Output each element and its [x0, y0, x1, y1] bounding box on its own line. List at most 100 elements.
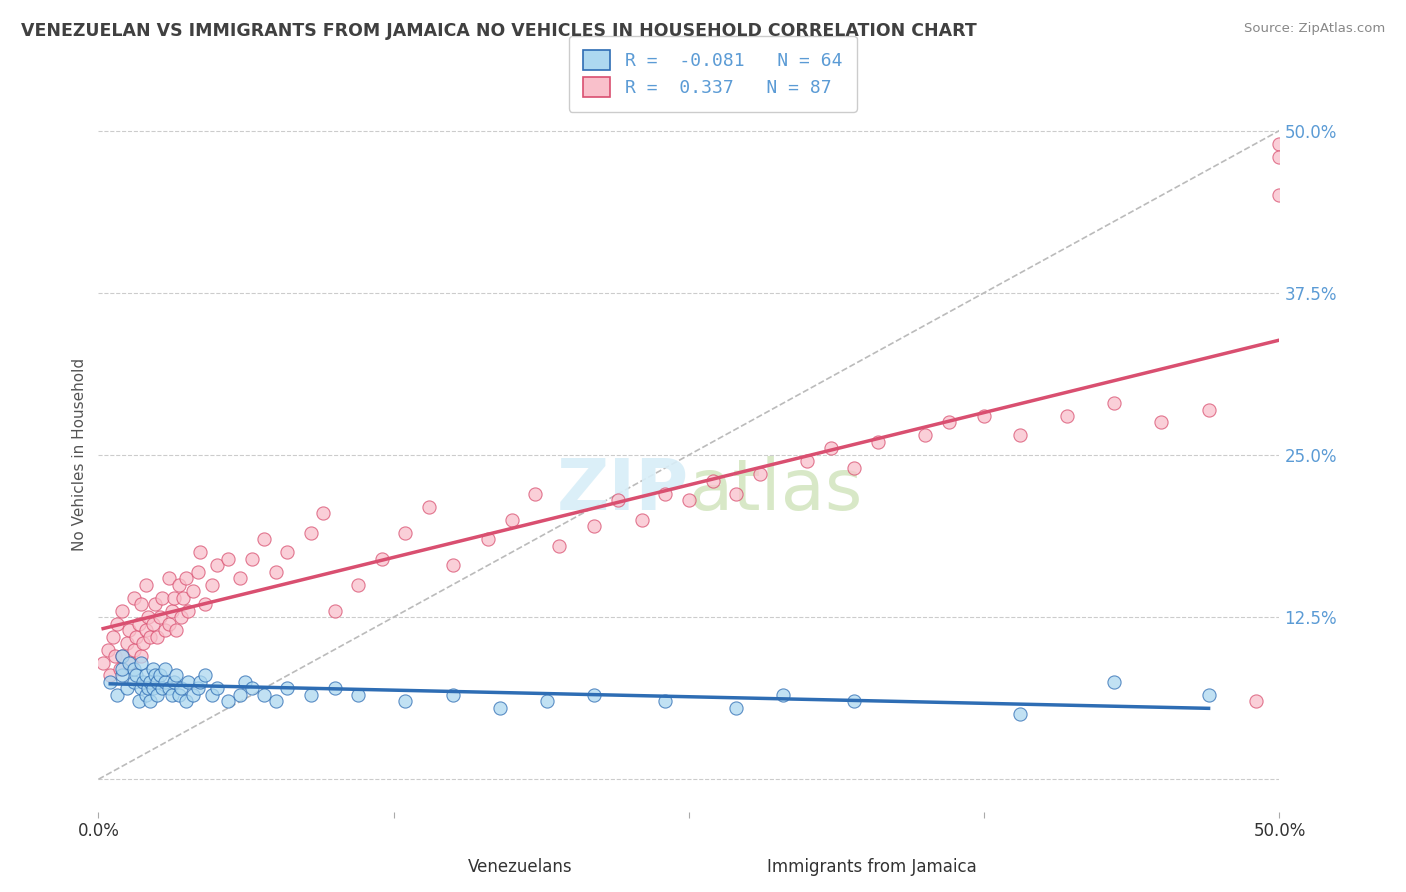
Point: [132, 675, 155, 690]
Point: [1268, 188, 1291, 202]
Legend: R =  -0.081   N = 64, R =  0.337   N = 87: R = -0.081 N = 64, R = 0.337 N = 87: [568, 36, 856, 112]
Point: [129, 597, 152, 611]
Point: [418, 500, 440, 514]
Point: [91, 656, 114, 670]
Point: [157, 616, 180, 631]
Point: [187, 681, 209, 696]
Point: [299, 688, 322, 702]
Point: [264, 694, 287, 708]
Point: [1102, 675, 1125, 690]
Point: [347, 577, 370, 591]
Point: [938, 416, 960, 430]
Point: [136, 681, 159, 696]
Point: [394, 694, 416, 708]
Point: [105, 616, 128, 631]
Point: [165, 623, 187, 637]
Point: [312, 506, 335, 520]
Point: [139, 694, 162, 708]
Point: [157, 681, 180, 696]
Point: [607, 493, 630, 508]
Point: [111, 668, 134, 682]
Point: [725, 701, 748, 715]
Point: [973, 409, 995, 423]
Point: [136, 610, 159, 624]
Point: [143, 668, 166, 682]
Point: [844, 694, 866, 708]
Point: [524, 487, 547, 501]
Text: atlas: atlas: [689, 456, 863, 525]
Point: [163, 591, 186, 605]
Point: [174, 571, 197, 585]
Point: [153, 662, 176, 676]
Point: [150, 681, 173, 696]
Point: [146, 675, 169, 690]
Point: [122, 642, 145, 657]
Point: [101, 630, 124, 644]
Point: [177, 604, 200, 618]
Point: [217, 551, 239, 566]
Point: [108, 662, 131, 676]
Point: [748, 467, 770, 482]
Point: [654, 694, 676, 708]
Point: [205, 558, 228, 573]
Point: [160, 604, 183, 618]
Point: [167, 577, 190, 591]
Point: [201, 688, 224, 702]
Point: [135, 623, 157, 637]
Point: [583, 519, 606, 533]
Point: [111, 648, 134, 663]
Point: [142, 662, 165, 676]
Point: [187, 565, 209, 579]
Point: [188, 675, 211, 690]
Point: [299, 525, 322, 540]
Point: [1102, 396, 1125, 410]
Point: [170, 610, 193, 624]
Point: [135, 688, 157, 702]
Point: [536, 694, 558, 708]
Point: [115, 636, 138, 650]
Point: [118, 656, 141, 670]
Point: [181, 688, 204, 702]
Point: [844, 461, 866, 475]
Point: [122, 591, 145, 605]
Point: [1268, 149, 1291, 163]
Point: [167, 688, 190, 702]
Point: [135, 577, 157, 591]
Point: [98, 675, 121, 690]
Point: [129, 648, 152, 663]
Point: [217, 694, 239, 708]
Point: [725, 487, 748, 501]
Point: [121, 656, 143, 670]
Point: [153, 675, 176, 690]
Point: [796, 454, 818, 468]
Point: [240, 681, 263, 696]
Point: [253, 533, 276, 547]
Point: [205, 681, 228, 696]
Point: [501, 513, 523, 527]
Point: [115, 681, 138, 696]
Point: [1268, 136, 1291, 151]
Point: [174, 694, 197, 708]
Point: [441, 688, 464, 702]
Point: [150, 591, 173, 605]
Point: [201, 577, 224, 591]
Point: [1198, 402, 1220, 417]
Point: [820, 442, 842, 456]
Point: [489, 701, 512, 715]
Text: VENEZUELAN VS IMMIGRANTS FROM JAMAICA NO VEHICLES IN HOUSEHOLD CORRELATION CHART: VENEZUELAN VS IMMIGRANTS FROM JAMAICA NO…: [21, 22, 977, 40]
Point: [1150, 416, 1173, 430]
Point: [146, 630, 169, 644]
Point: [240, 551, 263, 566]
Point: [160, 688, 183, 702]
Point: [548, 539, 571, 553]
Point: [264, 565, 287, 579]
Point: [177, 675, 200, 690]
Point: [139, 675, 162, 690]
Point: [118, 623, 141, 637]
Point: [128, 616, 150, 631]
Point: [129, 681, 152, 696]
Point: [630, 513, 652, 527]
Point: [142, 616, 165, 631]
Point: [229, 571, 252, 585]
Point: [139, 630, 162, 644]
